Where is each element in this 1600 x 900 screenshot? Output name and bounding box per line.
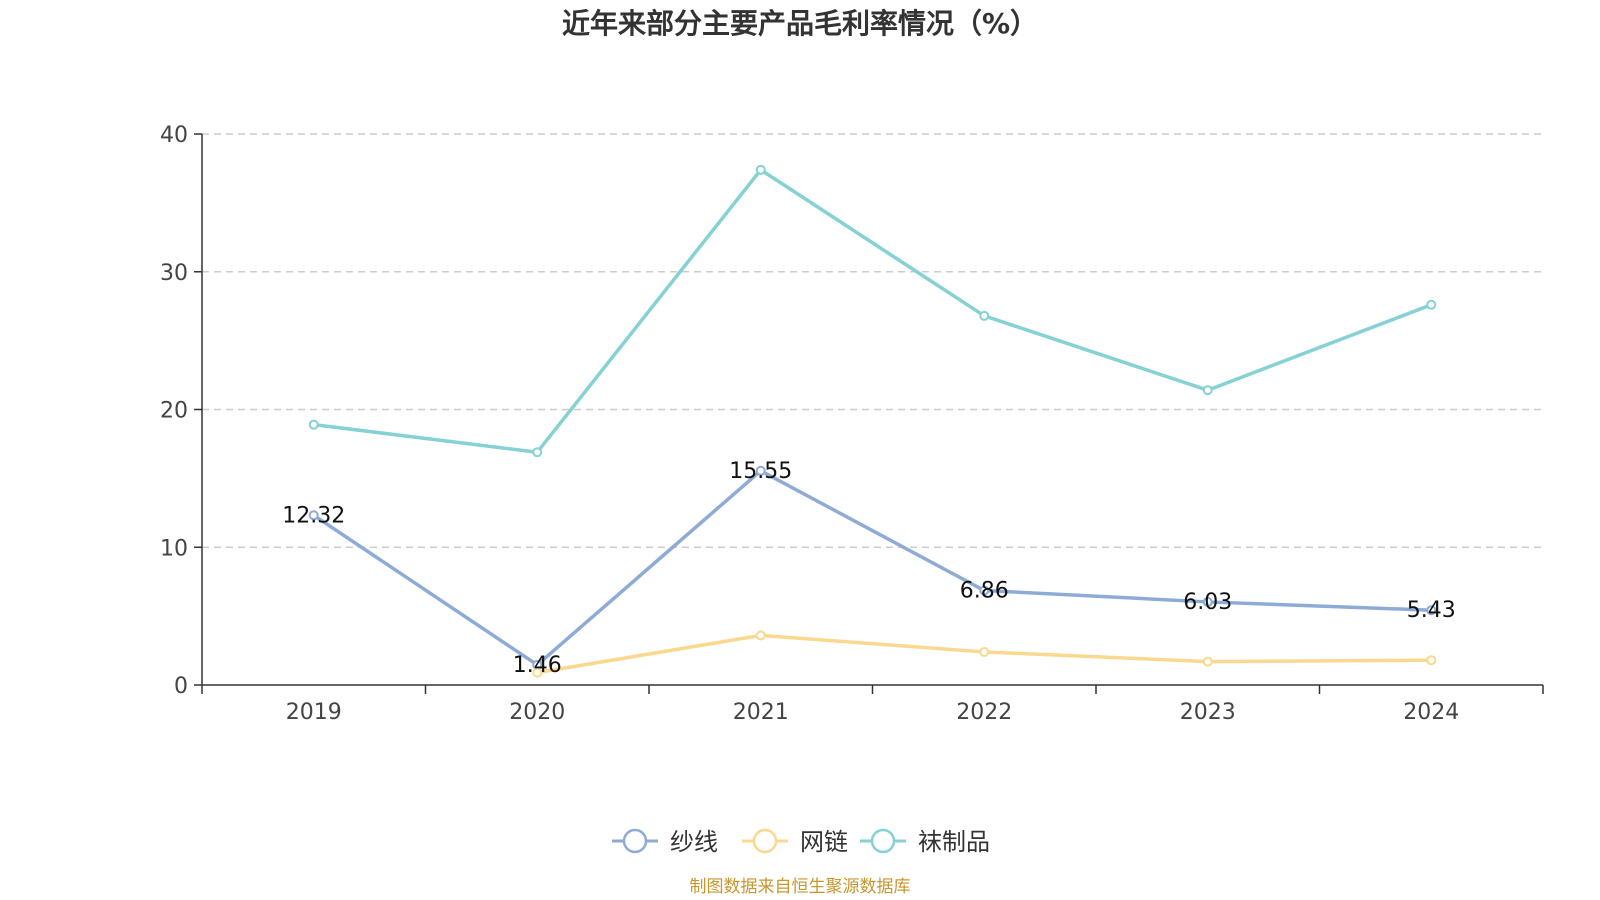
chart-title: 近年来部分主要产品毛利率情况（%） bbox=[562, 7, 1038, 40]
legend[interactable]: 纱线 网链 袜制品 bbox=[612, 828, 990, 856]
series-line-3 bbox=[313, 168, 1432, 454]
legend-item-2[interactable]: 网链 bbox=[742, 828, 848, 856]
data-point bbox=[979, 310, 990, 321]
x-tick-label: 2021 bbox=[733, 700, 789, 725]
legend-marker bbox=[870, 828, 896, 854]
data-point bbox=[979, 585, 990, 596]
legend-marker bbox=[752, 828, 778, 854]
data-label: 1.46 bbox=[513, 653, 562, 678]
series-lines bbox=[308, 164, 1437, 678]
y-tick-label: 30 bbox=[160, 261, 188, 286]
data-point bbox=[532, 447, 543, 458]
source-note: 制图数据来自恒生聚源数据库 bbox=[690, 877, 911, 897]
data-labels: 12.32 1.46 15.55 6.86 6.03 5.43 bbox=[282, 459, 1455, 678]
series-line-1 bbox=[312, 469, 1432, 667]
y-tick-label: 40 bbox=[160, 123, 188, 148]
legend-marker bbox=[622, 828, 648, 854]
data-label: 6.86 bbox=[960, 579, 1009, 604]
data-point bbox=[979, 646, 990, 657]
data-label: 15.55 bbox=[729, 459, 792, 484]
legend-item-1[interactable]: 纱线 bbox=[612, 828, 718, 856]
data-point bbox=[755, 630, 766, 641]
data-point bbox=[1426, 655, 1437, 666]
data-point bbox=[308, 419, 319, 430]
grid-lines bbox=[202, 133, 1543, 548]
data-label: 12.32 bbox=[282, 503, 345, 528]
data-label: 6.03 bbox=[1183, 590, 1232, 615]
legend-label: 网链 bbox=[800, 828, 848, 856]
x-tick-label: 2023 bbox=[1180, 700, 1236, 725]
data-point bbox=[1202, 656, 1213, 667]
legend-label: 纱线 bbox=[670, 828, 718, 856]
data-point bbox=[1202, 385, 1213, 396]
data-point bbox=[1426, 605, 1437, 616]
x-tick-label: 2024 bbox=[1403, 700, 1459, 725]
legend-label: 袜制品 bbox=[918, 828, 990, 856]
y-tick-label: 0 bbox=[174, 674, 188, 699]
x-tick-label: 2022 bbox=[956, 700, 1012, 725]
data-point bbox=[532, 667, 543, 678]
data-point bbox=[308, 510, 319, 521]
data-point bbox=[1202, 596, 1213, 607]
y-tick-label: 20 bbox=[160, 399, 188, 424]
data-point bbox=[755, 465, 766, 476]
axes: 0 10 20 30 40 2019 2020 2021 2022 2023 2024 bbox=[160, 123, 1544, 725]
data-point bbox=[1426, 299, 1437, 310]
x-tick-label: 2020 bbox=[509, 700, 565, 725]
y-tick-label: 10 bbox=[160, 536, 188, 561]
legend-item-3[interactable]: 袜制品 bbox=[860, 828, 990, 856]
data-label: 5.43 bbox=[1407, 598, 1456, 623]
x-tick-label: 2019 bbox=[286, 700, 342, 725]
data-point bbox=[755, 164, 766, 175]
